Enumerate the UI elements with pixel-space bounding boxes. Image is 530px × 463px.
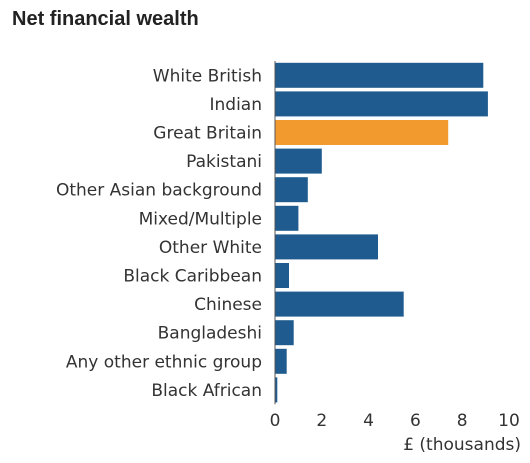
x-tick-label: 4 — [363, 411, 374, 431]
chart-title: Net financial wealth — [12, 8, 199, 30]
bar-other-white — [275, 234, 378, 260]
bar-indian — [275, 91, 488, 117]
bar-black-caribbean — [275, 263, 289, 288]
x-axis-ticks: 0 2 4 6 8 10 — [270, 411, 520, 431]
category-label: Black Caribbean — [123, 267, 262, 287]
bar-white-british — [275, 62, 484, 88]
x-tick-label: 6 — [410, 411, 421, 431]
bar-black-african — [275, 377, 278, 403]
bar-great-britain — [275, 120, 449, 145]
category-label: Bangladeshi — [158, 324, 262, 344]
x-tick-label: 2 — [316, 411, 327, 431]
category-label: Black African — [151, 381, 262, 401]
category-label: Chinese — [194, 295, 262, 315]
bar-chinese — [275, 291, 404, 317]
x-tick-label: 0 — [270, 411, 281, 431]
category-label: Any other ethnic group — [66, 352, 262, 372]
bar-pakistani — [275, 148, 322, 174]
category-label: Great Britain — [153, 124, 262, 144]
category-label: Mixed/Multiple — [139, 209, 262, 229]
category-label: Other Asian background — [56, 181, 262, 201]
bar-other-asian-background — [275, 177, 308, 203]
category-label: White British — [153, 66, 262, 86]
category-label: Other White — [159, 238, 262, 258]
bar-any-other-ethnic-group — [275, 348, 287, 374]
bar-bangladeshi — [275, 320, 294, 346]
bars-group — [275, 62, 488, 403]
category-label: Pakistani — [186, 152, 262, 172]
bar-mixed-multiple — [275, 205, 299, 231]
category-label: Indian — [210, 95, 263, 115]
x-tick-label: 10 — [498, 411, 520, 431]
x-tick-label: 8 — [457, 411, 468, 431]
category-labels: White British Indian Great Britain Pakistan… — [56, 66, 262, 401]
x-axis-label: £ (thousands) — [403, 435, 521, 455]
